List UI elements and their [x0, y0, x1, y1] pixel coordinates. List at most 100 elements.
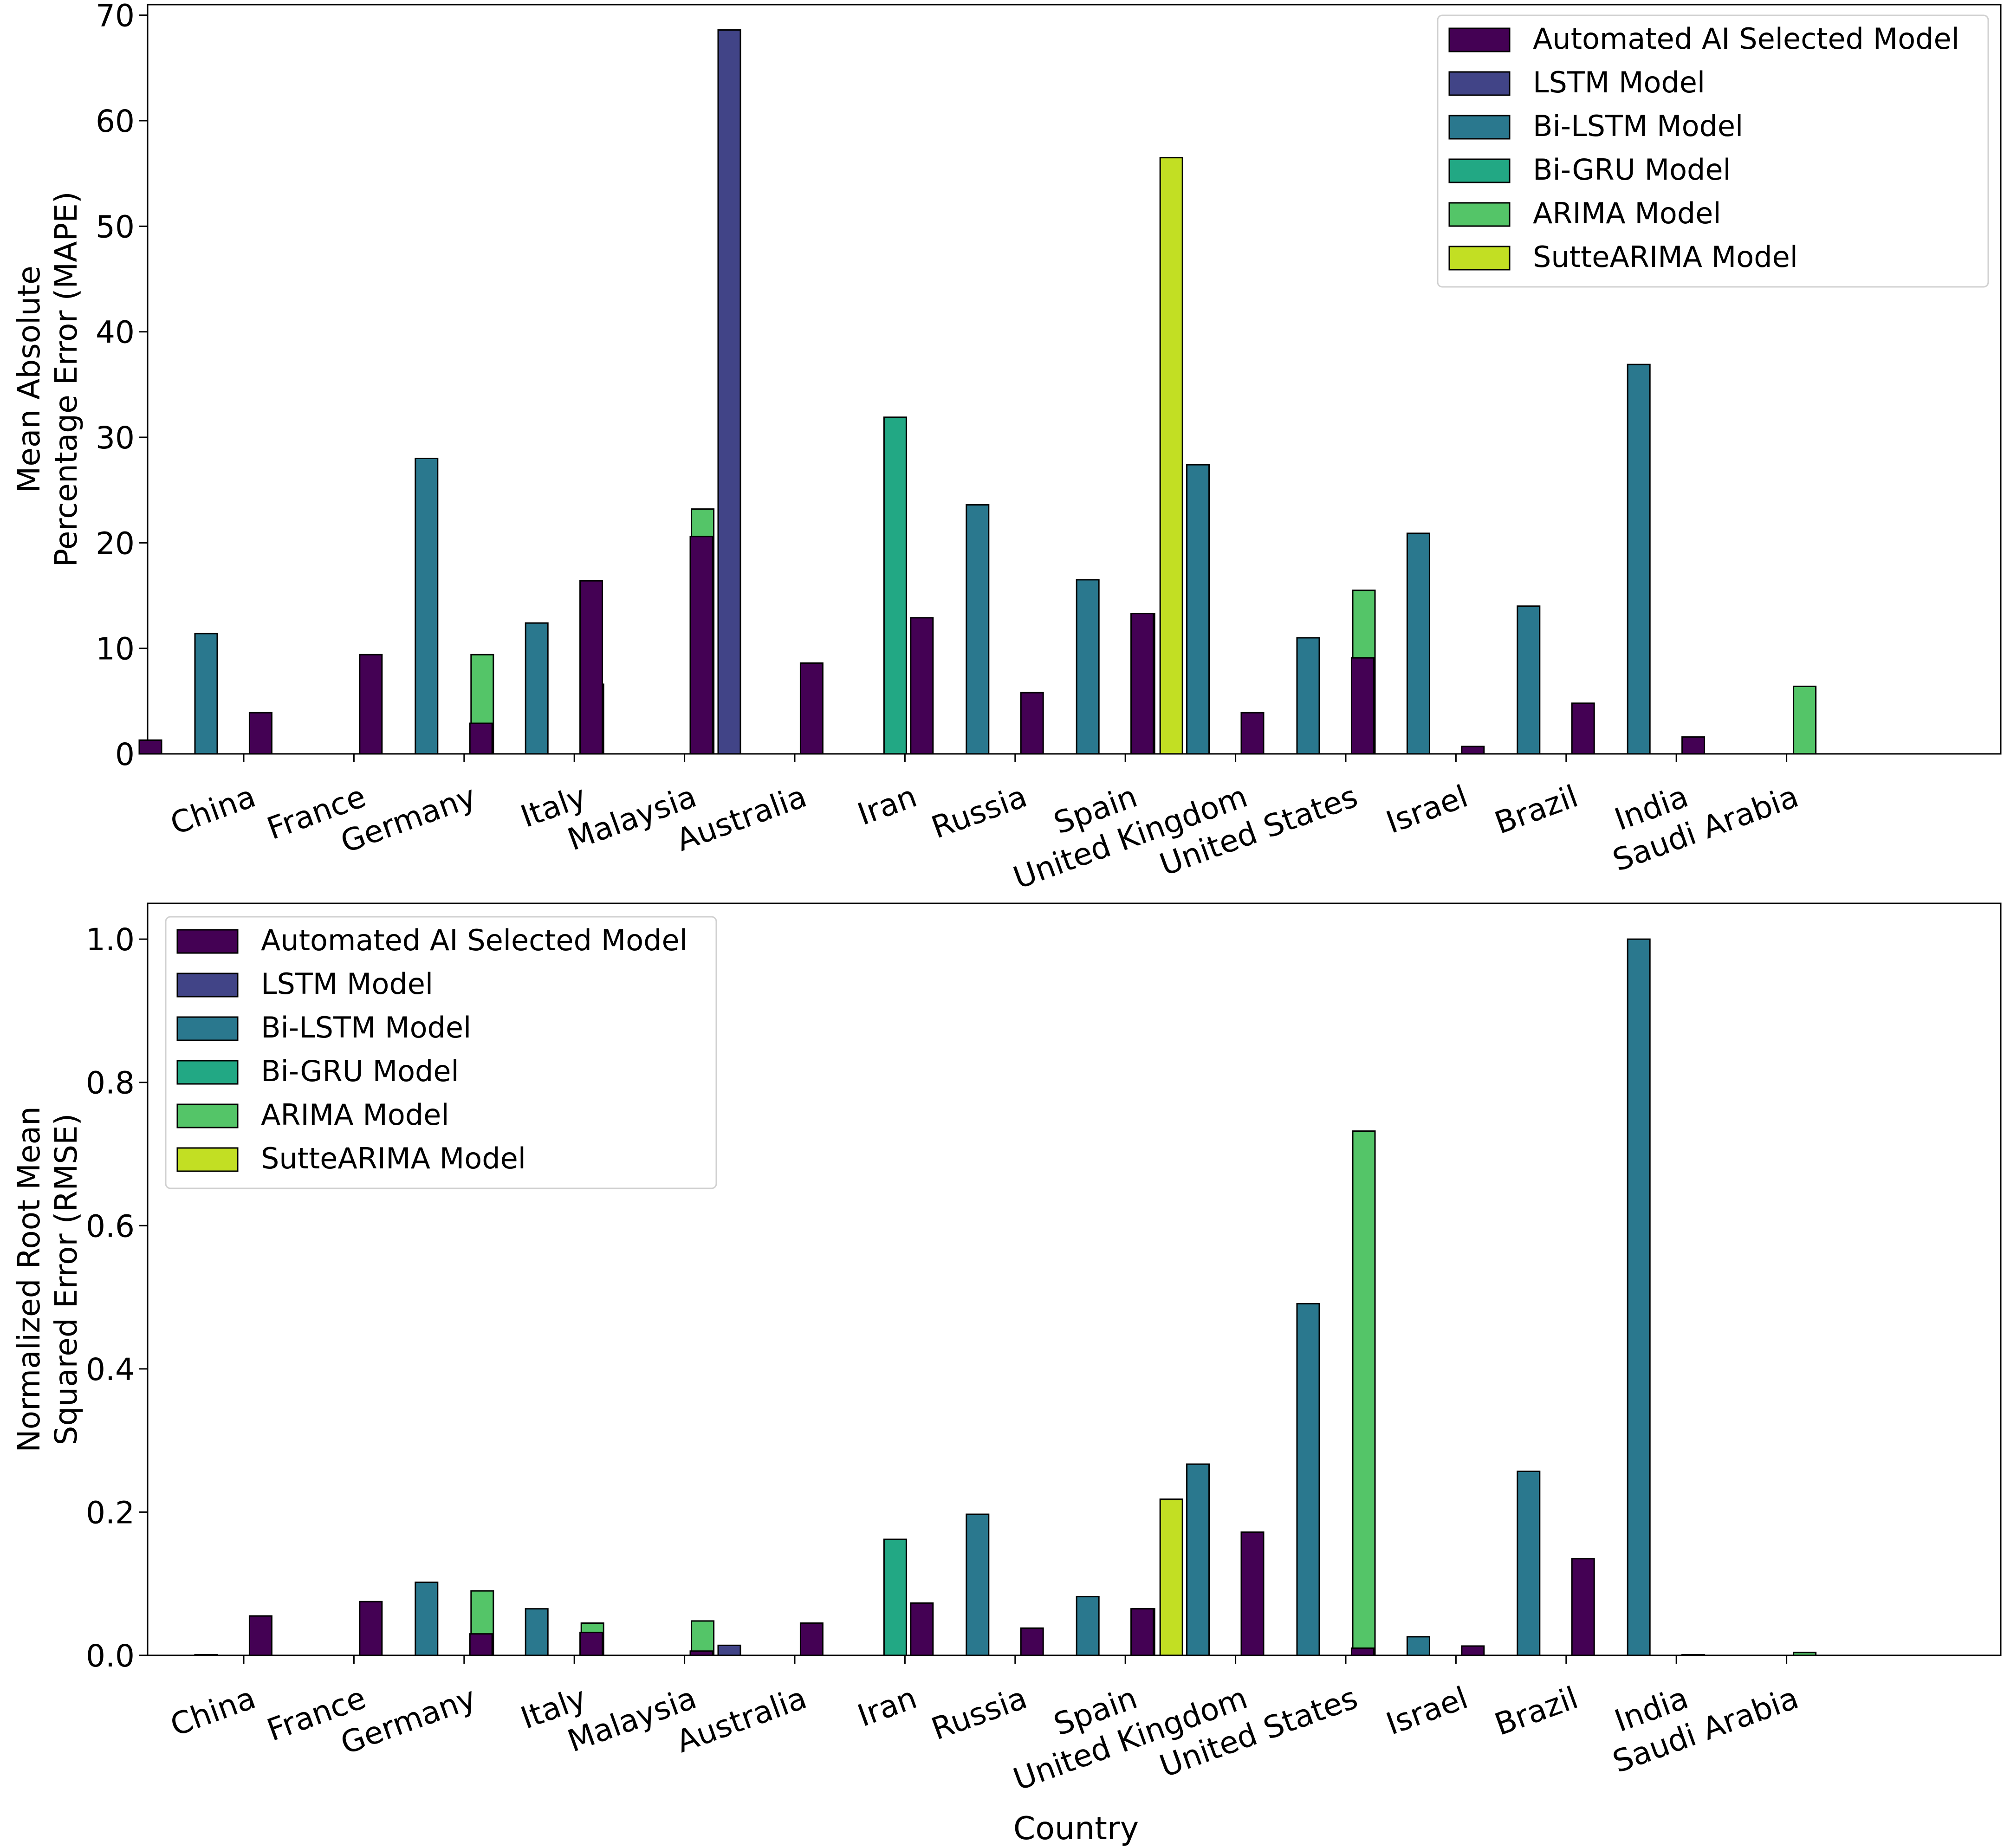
- bar-arima-model-saudi-arabia: [1793, 1652, 1817, 1656]
- bar-bi-lstm-model-china: [194, 1653, 218, 1656]
- bar-bi-gru-model-iran: [883, 416, 907, 755]
- y-axis-label: Squared Error (RMSE): [48, 1114, 84, 1446]
- y-tick-label: 20: [96, 525, 135, 561]
- bar-automated-ai-selected-model-russia: [910, 617, 934, 755]
- bar-automated-ai-selected-model-russia: [910, 1602, 934, 1656]
- y-tick-label: 70: [96, 0, 135, 34]
- bar-suttearima-model-spain: [1159, 157, 1183, 755]
- bar-bi-lstm-model-russia: [966, 1513, 990, 1656]
- bar-arima-model-saudi-arabia: [1793, 686, 1817, 755]
- bar-bi-lstm-model-germany: [415, 1582, 439, 1656]
- y-axis-label: Percentage Error (MAPE): [48, 191, 84, 567]
- y-tick-label: 0.8: [86, 1065, 135, 1101]
- bar-automated-ai-selected-model-saudi-arabia: [1681, 736, 1706, 755]
- bar-automated-ai-selected-model-iran: [799, 1622, 824, 1656]
- bar-bi-lstm-model-china: [194, 633, 218, 755]
- bar-bi-lstm-model-italy: [525, 622, 549, 755]
- axes-frame: [147, 902, 2002, 1656]
- bar-automated-ai-selected-model-israel: [1350, 1647, 1375, 1656]
- bar-automated-ai-selected-model-united-states: [1240, 1531, 1265, 1656]
- legend-swatch-bi-lstm-model: [1448, 115, 1511, 140]
- y-tick-label: 40: [96, 315, 135, 350]
- bar-bi-lstm-model-brazil: [1517, 1470, 1541, 1656]
- legend-label-bi-lstm-model: Bi-LSTM Model: [261, 1011, 471, 1044]
- legend-swatch-bi-gru-model: [1448, 158, 1511, 183]
- bar-automated-ai-selected-model-italy: [469, 1633, 493, 1656]
- y-tick-label: 0.6: [86, 1208, 135, 1244]
- y-tick-label: 60: [96, 104, 135, 139]
- bar-automated-ai-selected-model-united-kingdom: [1130, 1608, 1154, 1656]
- legend-swatch-automated-ai-selected-model: [176, 929, 239, 954]
- bar-lstm-model-australia: [717, 1644, 741, 1656]
- bar-bi-lstm-model-spain: [1076, 1595, 1100, 1656]
- legend-label-suttearima-model: SutteARIMA Model: [261, 1141, 526, 1175]
- legend-label-automated-ai-selected-model: Automated AI Selected Model: [261, 923, 687, 957]
- bar-bi-lstm-model-united-states: [1296, 1303, 1320, 1656]
- bar-bi-lstm-model-india: [1627, 363, 1651, 755]
- bar-automated-ai-selected-model-china: [138, 739, 162, 755]
- bar-automated-ai-selected-model-brazil: [1461, 1645, 1485, 1656]
- bar-automated-ai-selected-model-germany: [359, 654, 383, 755]
- bar-automated-ai-selected-model-italy: [469, 722, 493, 755]
- legend-box: [165, 916, 717, 1189]
- legend-swatch-arima-model: [1448, 202, 1511, 227]
- bar-automated-ai-selected-model-france: [248, 712, 272, 755]
- bar-automated-ai-selected-model-brazil: [1461, 746, 1485, 755]
- y-tick-label: 10: [96, 631, 135, 667]
- bar-automated-ai-selected-model-malaysia: [579, 1632, 603, 1656]
- y-axis-label: Mean Absolute: [11, 266, 47, 493]
- legend-label-arima-model: ARIMA Model: [1533, 196, 1721, 230]
- bar-automated-ai-selected-model-iran: [799, 662, 824, 755]
- bar-bi-gru-model-iran: [883, 1538, 907, 1656]
- legend-label-arima-model: ARIMA Model: [261, 1098, 449, 1132]
- bar-automated-ai-selected-model-india: [1571, 1558, 1595, 1656]
- bar-bi-lstm-model-united-kingdom: [1186, 464, 1210, 755]
- legend-label-automated-ai-selected-model: Automated AI Selected Model: [1533, 22, 1959, 56]
- bar-automated-ai-selected-model-spain: [1020, 692, 1044, 755]
- bar-bi-lstm-model-israel: [1406, 1636, 1430, 1656]
- legend-label-suttearima-model: SutteARIMA Model: [1533, 240, 1798, 274]
- legend-label-bi-gru-model: Bi-GRU Model: [261, 1054, 459, 1088]
- legend-swatch-suttearima-model: [1448, 246, 1511, 271]
- bar-automated-ai-selected-model-australia: [689, 1650, 713, 1656]
- bar-lstm-model-australia: [717, 29, 741, 755]
- bar-bi-lstm-model-israel: [1406, 532, 1430, 755]
- legend-box: [1437, 14, 1989, 288]
- bar-automated-ai-selected-model-france: [248, 1615, 272, 1656]
- bar-automated-ai-selected-model-malaysia: [579, 580, 603, 755]
- legend-label-bi-gru-model: Bi-GRU Model: [1533, 153, 1731, 187]
- bar-bi-lstm-model-united-kingdom: [1186, 1463, 1210, 1656]
- legend-swatch-bi-lstm-model: [176, 1016, 239, 1041]
- y-axis-label: Normalized Root Mean: [11, 1106, 47, 1452]
- y-tick-label: 1.0: [86, 922, 135, 958]
- y-tick-label: 0.2: [86, 1495, 135, 1530]
- legend-swatch-bi-gru-model: [176, 1060, 239, 1085]
- bar-automated-ai-selected-model-india: [1571, 702, 1595, 755]
- axes-frame: [147, 4, 2002, 755]
- bar-suttearima-model-spain: [1159, 1498, 1183, 1656]
- y-tick-label: 30: [96, 420, 135, 456]
- legend-swatch-automated-ai-selected-model: [1448, 27, 1511, 52]
- bar-automated-ai-selected-model-united-kingdom: [1130, 613, 1154, 755]
- bar-bi-lstm-model-spain: [1076, 579, 1100, 755]
- bar-automated-ai-selected-model-australia: [689, 536, 713, 755]
- bar-bi-lstm-model-italy: [525, 1608, 549, 1656]
- bar-bi-lstm-model-united-states: [1296, 637, 1320, 755]
- bar-bi-lstm-model-russia: [966, 504, 990, 755]
- legend-swatch-arima-model: [176, 1103, 239, 1128]
- bar-bi-lstm-model-india: [1627, 938, 1651, 1656]
- legend-swatch-suttearima-model: [176, 1147, 239, 1172]
- bar-automated-ai-selected-model-spain: [1020, 1627, 1044, 1656]
- bar-automated-ai-selected-model-united-states: [1240, 712, 1265, 755]
- y-tick-label: 0: [115, 737, 135, 772]
- legend-swatch-lstm-model: [176, 973, 239, 998]
- bar-arima-model-malaysia: [691, 1620, 715, 1656]
- legend-swatch-lstm-model: [1448, 71, 1511, 96]
- y-tick-label: 0.0: [86, 1638, 135, 1674]
- legend-label-lstm-model: LSTM Model: [261, 967, 433, 1001]
- y-tick-label: 50: [96, 209, 135, 245]
- bar-bi-lstm-model-germany: [415, 457, 439, 755]
- legend-label-bi-lstm-model: Bi-LSTM Model: [1533, 109, 1743, 143]
- x-axis-label: Country: [1013, 1810, 1139, 1847]
